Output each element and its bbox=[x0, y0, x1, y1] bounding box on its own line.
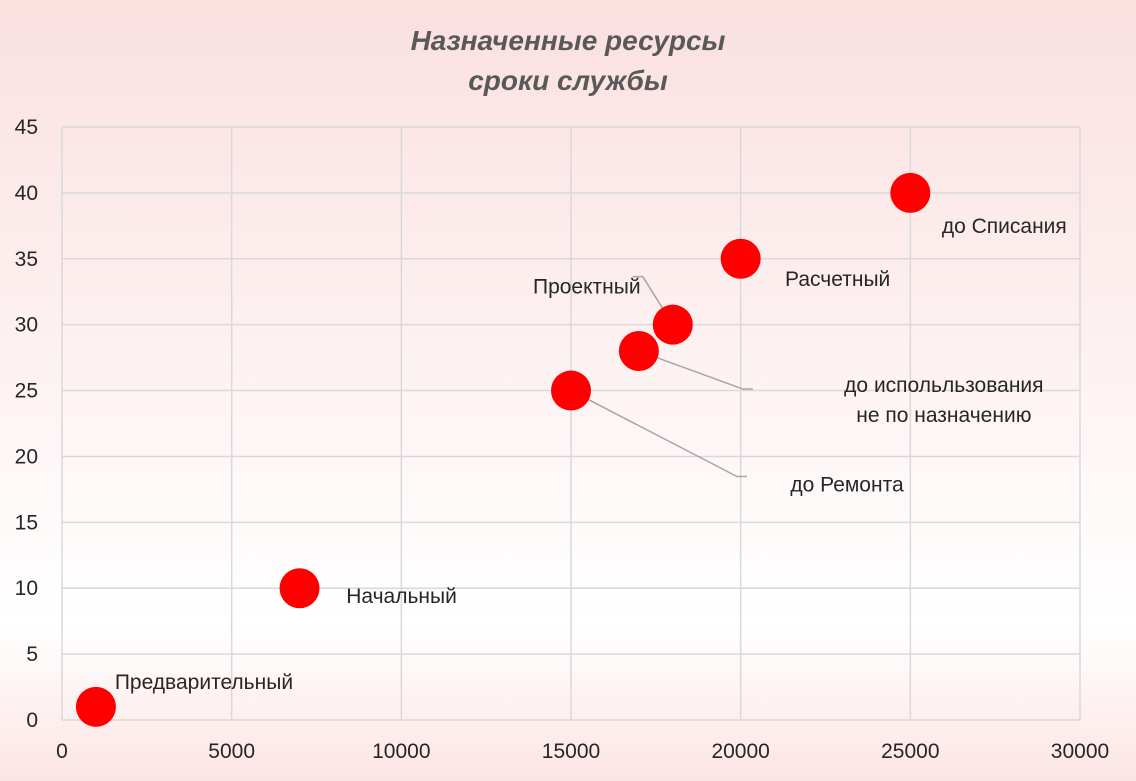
y-tick-label: 0 bbox=[26, 709, 38, 732]
leader-lines bbox=[570, 275, 753, 478]
x-tick-label: 30000 bbox=[1051, 740, 1109, 763]
x-tick-label: 25000 bbox=[881, 740, 939, 763]
data-point bbox=[551, 370, 591, 411]
data-label: до Списания bbox=[942, 215, 1067, 238]
chart-title-line-1: Назначенные ресурсы bbox=[411, 25, 726, 56]
tick-labels: 0 5000 10000 15000 20000 25000 30000 0 5 10 15 20 25… bbox=[15, 116, 1110, 763]
data-label: Предварительный bbox=[115, 671, 293, 694]
x-tick-label: 10000 bbox=[372, 740, 430, 763]
data-label: Начальный bbox=[346, 585, 457, 608]
label-leader-line bbox=[638, 350, 753, 390]
data-label: Расчетный bbox=[785, 268, 890, 291]
x-tick-label: 5000 bbox=[208, 740, 255, 763]
data-label: до испольльзования bbox=[844, 374, 1043, 397]
data-point bbox=[618, 331, 659, 372]
y-tick-label: 10 bbox=[15, 577, 38, 600]
y-tick-label: 20 bbox=[15, 445, 38, 468]
y-tick-label: 5 bbox=[26, 643, 38, 666]
label-leader-line bbox=[570, 389, 747, 478]
y-tick-label: 30 bbox=[15, 314, 38, 337]
data-point bbox=[890, 172, 931, 213]
data-points bbox=[75, 172, 931, 727]
data-label: Проектный bbox=[533, 276, 641, 299]
point-labels: Предварительный Начальный до Ремонта до исп… bbox=[115, 215, 1067, 694]
chart-title-line-2: сроки службы bbox=[468, 65, 668, 96]
y-tick-label: 25 bbox=[15, 380, 38, 403]
data-point bbox=[652, 304, 693, 345]
x-tick-label: 20000 bbox=[711, 740, 769, 763]
x-tick-label: 0 bbox=[56, 740, 68, 763]
data-point bbox=[279, 568, 320, 609]
data-point bbox=[720, 238, 761, 279]
y-tick-label: 15 bbox=[15, 511, 38, 534]
y-tick-label: 40 bbox=[15, 182, 38, 205]
data-label: до Ремонта bbox=[790, 474, 904, 497]
y-tick-label: 35 bbox=[15, 248, 38, 271]
x-tick-label: 15000 bbox=[542, 740, 600, 763]
data-point bbox=[75, 686, 116, 727]
data-label: не по назначению bbox=[856, 404, 1031, 427]
y-tick-label: 45 bbox=[15, 116, 38, 139]
